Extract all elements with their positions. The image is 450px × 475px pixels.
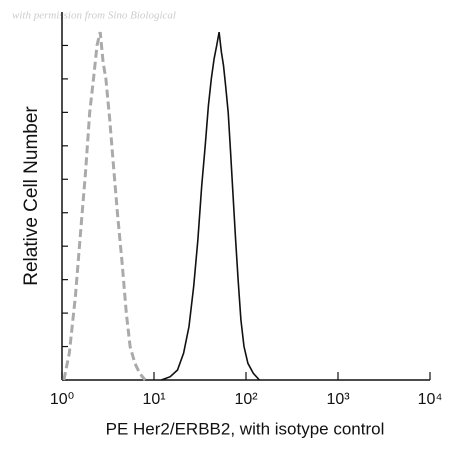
x-tick-label: 10⁰: [50, 391, 74, 408]
x-tick-label: 10³: [326, 391, 350, 408]
histogram-line: [62, 31, 147, 381]
x-tick-label: 10¹: [142, 391, 165, 408]
x-axis-label: PE Her2/ERBB2, with isotype control: [106, 419, 385, 438]
x-tick-label: 10²: [234, 391, 258, 408]
watermark: with permission from Sino Biological: [12, 10, 176, 22]
x-tick-label: 10⁴: [418, 391, 443, 408]
histogram-line: [161, 31, 260, 381]
y-axis-label: Relative Cell Number: [21, 106, 42, 286]
